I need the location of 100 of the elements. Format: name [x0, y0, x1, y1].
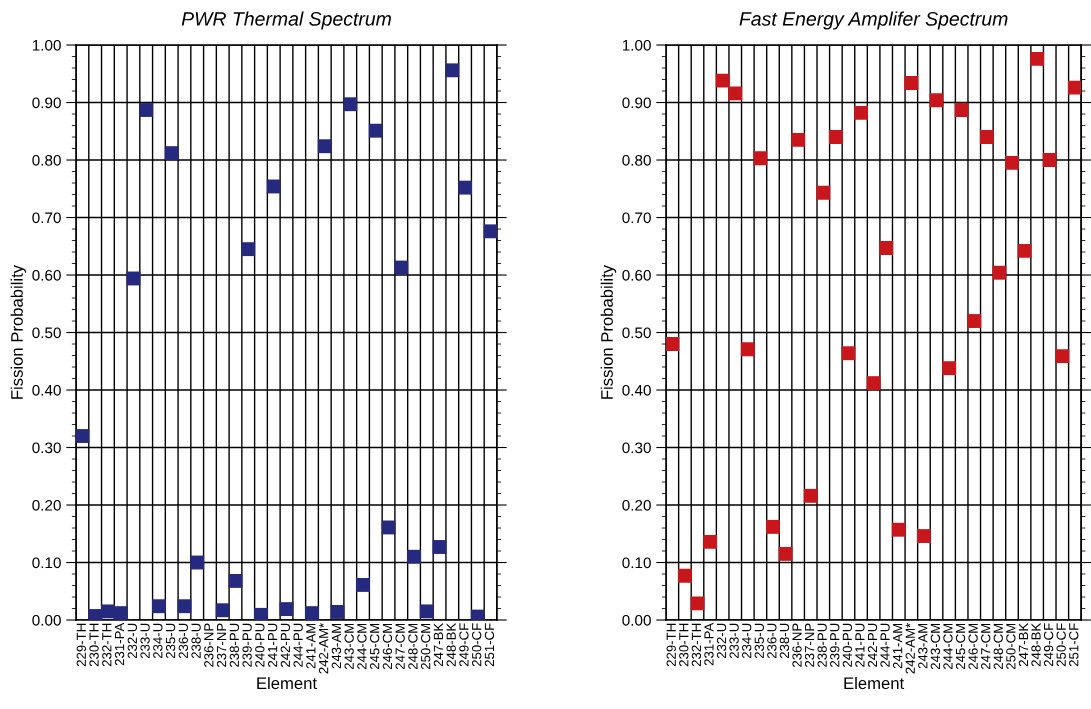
- x-tick-label: 249-CF: [459, 623, 469, 667]
- x-axis-title: Element: [844, 676, 905, 690]
- x-tick-label: 248-BK: [446, 622, 456, 667]
- point: [177, 599, 192, 614]
- point: [1005, 155, 1019, 170]
- point: [190, 555, 205, 570]
- x-tick-label: 240-PU: [255, 623, 265, 667]
- x-tick-label: 248-BK: [1031, 622, 1041, 667]
- point: [766, 519, 780, 534]
- x-tick-label: 232-TH: [691, 623, 702, 667]
- chart-title: PWR Thermal Spectrum: [181, 11, 391, 30]
- x-tick-label: 247-BK: [1018, 622, 1028, 667]
- x-tick-label: 237-NP: [216, 623, 227, 667]
- point: [979, 130, 994, 144]
- x-tick-label: 244-PU: [880, 623, 890, 667]
- x-tick-label: 229-TH: [666, 623, 676, 667]
- point: [458, 180, 473, 195]
- y-tick-label: 0.90: [32, 97, 61, 109]
- x-tick-label: 242-PU: [867, 623, 878, 667]
- y-tick-label: 0.50: [622, 327, 651, 339]
- point: [954, 103, 969, 117]
- y-tick-label: 1.00: [622, 39, 651, 51]
- x-tick-label: 238-U: [779, 623, 790, 659]
- y-tick-label: 0.70: [622, 212, 651, 224]
- x-tick-label: 243-AM: [331, 623, 342, 669]
- x-tick-label: 245-CM: [955, 623, 966, 670]
- point: [394, 260, 409, 275]
- point: [215, 603, 230, 618]
- point: [854, 105, 868, 120]
- y-tick-label: 0.10: [622, 557, 651, 569]
- y-tick-label: 0.20: [622, 499, 651, 511]
- x-tick-label: 247-CM: [981, 623, 991, 670]
- point: [254, 607, 268, 621]
- x-tick-label: 234-U: [742, 623, 752, 659]
- x-tick-label: 244-PU: [293, 623, 303, 667]
- point: [139, 103, 154, 117]
- x-tick-label: 241-PU: [267, 623, 278, 667]
- y-tick-label: 0.00: [32, 614, 61, 626]
- y-axis-title: Fission Probability: [600, 264, 617, 399]
- point: [929, 93, 944, 108]
- point: [407, 549, 421, 564]
- point: [317, 139, 332, 154]
- point: [904, 76, 919, 90]
- x-tick-label: 251-CF: [484, 623, 495, 667]
- x-tick-label: 236-NP: [204, 623, 214, 667]
- point: [866, 376, 881, 391]
- y-axis-title: Fission Probability: [10, 264, 27, 399]
- y-tick-label: 1.00: [32, 39, 61, 51]
- x-tick-label: 242-AM*: [905, 623, 915, 674]
- y-tick-label: 0.40: [622, 384, 651, 396]
- point: [100, 604, 115, 619]
- point: [715, 73, 730, 88]
- y-tick-label: 0.50: [32, 327, 61, 339]
- x-tick-label: 242-AM*: [318, 623, 329, 674]
- point: [266, 179, 281, 194]
- point: [891, 522, 906, 537]
- x-tick-label: 233-U: [729, 623, 739, 659]
- x-tick-label: 230-TH: [89, 623, 99, 667]
- point: [470, 609, 485, 621]
- point: [816, 185, 831, 200]
- point: [305, 606, 319, 621]
- x-tick-label: 233-U: [140, 623, 150, 659]
- x-tick-label: 244-CM: [357, 623, 367, 670]
- point: [113, 606, 128, 621]
- x-tick-label: 242-PU: [280, 623, 291, 667]
- x-tick-label: 247-BK: [433, 622, 443, 667]
- x-tick-label: 234-U: [153, 623, 163, 659]
- x-tick-label: 232-TH: [102, 623, 112, 667]
- x-tick-label: 241-PU: [855, 623, 865, 667]
- point: [164, 146, 179, 161]
- point: [76, 429, 90, 443]
- point: [753, 151, 768, 166]
- x-tick-label: 243-CM: [344, 623, 354, 670]
- point: [1030, 51, 1045, 66]
- x-tick-label: 229-TH: [76, 623, 86, 667]
- y-tick-label: 0.80: [32, 154, 61, 166]
- point: [677, 568, 692, 583]
- x-tick-label: 240-PU: [842, 623, 852, 667]
- x-tick-label: 243-CM: [930, 623, 941, 670]
- x-tick-label: 236-NP: [792, 623, 802, 667]
- point: [1042, 153, 1057, 167]
- y-tick-label: 0.70: [32, 212, 61, 224]
- y-tick-label: 0.10: [32, 557, 61, 569]
- x-tick-label: 236-U: [767, 623, 777, 659]
- x-tick-label: 235-U: [754, 623, 764, 659]
- point: [152, 599, 166, 614]
- point: [740, 342, 755, 357]
- point: [992, 265, 1007, 280]
- x-tick-label: 246-CM: [968, 623, 978, 670]
- point: [1017, 243, 1032, 258]
- point: [967, 314, 982, 328]
- point: [126, 271, 141, 286]
- point: [666, 337, 680, 351]
- point: [356, 578, 370, 592]
- point: [419, 604, 434, 619]
- y-tick-label: 0.60: [622, 269, 651, 281]
- y-tick-label: 0.90: [622, 97, 651, 109]
- x-tick-label: 249-CF: [1043, 623, 1054, 667]
- x-tick-label: 237-NP: [804, 623, 815, 667]
- y-tick-label: 0.40: [32, 384, 61, 396]
